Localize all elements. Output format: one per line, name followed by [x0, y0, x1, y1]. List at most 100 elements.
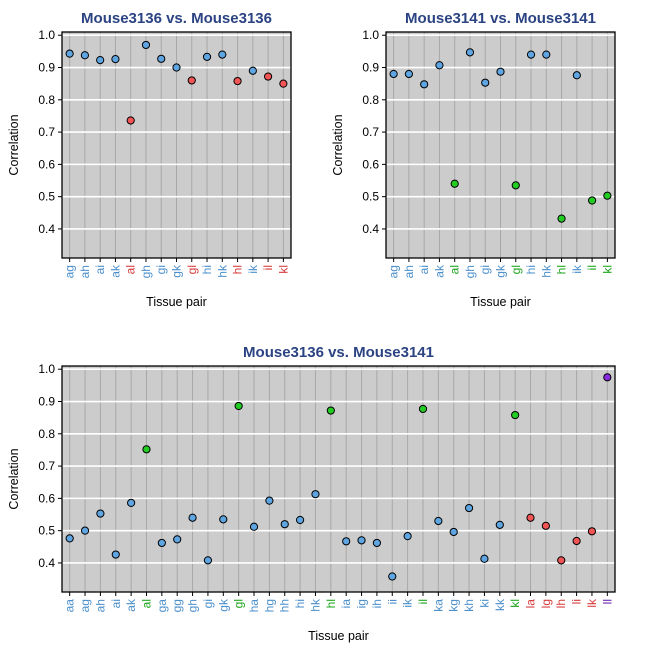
- y-tick-label: 0.5: [38, 524, 55, 538]
- data-point: [295, 515, 305, 525]
- data-point: [80, 51, 90, 60]
- data-point: [65, 534, 74, 543]
- x-tick-label: hk: [308, 598, 322, 612]
- data-point: [357, 536, 366, 545]
- data-point: [480, 554, 489, 563]
- data-point: [496, 67, 505, 76]
- x-tick-label: gk: [494, 264, 508, 278]
- data-point: [526, 50, 536, 59]
- x-tick-label: gi: [201, 599, 215, 608]
- data-point: [234, 401, 243, 411]
- x-tick-label: gi: [154, 265, 168, 274]
- x-tick-label: gk: [170, 264, 184, 278]
- x-tick-label: gh: [139, 265, 153, 278]
- chart-panel-3: Mouse3136 vs. Mouse3141 Correlation Tiss…: [7, 344, 616, 643]
- chart-panel-1: Mouse3136 vs. Mouse3136 Correlation Tiss…: [7, 10, 292, 309]
- x-tick-label: ai: [109, 599, 123, 608]
- x-tick-label: il: [416, 599, 430, 604]
- x-tick-label: hk: [215, 264, 229, 278]
- x-tick-label: gg: [170, 599, 184, 612]
- data-point: [603, 191, 612, 200]
- y-tick-label: 0.6: [38, 157, 55, 171]
- x-tick-label: ag: [63, 265, 77, 278]
- y-tick-label: 0.9: [362, 61, 379, 75]
- x-tick-label: ak: [108, 264, 122, 278]
- data-point: [434, 516, 443, 526]
- y-tick-label: 0.7: [362, 125, 379, 139]
- x-tick-label: al: [139, 599, 153, 608]
- data-point: [157, 54, 166, 63]
- x-tick-label: ah: [78, 265, 92, 278]
- x-tick-label: la: [524, 599, 538, 609]
- data-point: [588, 196, 597, 205]
- data-point: [202, 52, 212, 61]
- data-point: [157, 538, 166, 548]
- data-point: [233, 76, 242, 86]
- data-point: [388, 572, 397, 581]
- x-tick-label: hi: [524, 265, 538, 274]
- x-tick-label: ga: [155, 599, 169, 613]
- data-point: [572, 71, 581, 80]
- x-tick-label: ih: [370, 599, 384, 608]
- x-tick-label: hl: [231, 265, 245, 274]
- data-point: [173, 535, 182, 544]
- x-tick-label: ii: [385, 599, 399, 604]
- x-tick-label: ak: [124, 598, 138, 612]
- data-point: [541, 521, 550, 530]
- data-point: [526, 513, 535, 522]
- data-point: [127, 498, 136, 507]
- data-point: [464, 503, 474, 513]
- data-point: [248, 66, 257, 75]
- data-point: [495, 520, 504, 529]
- chart-panel-2: Mouse3141 vs. Mouse3141 Correlation Tiss…: [331, 10, 616, 309]
- x-tick-label: hh: [278, 599, 292, 612]
- x-tick-label: aa: [63, 599, 77, 613]
- x-tick-label: gl: [232, 599, 246, 608]
- x-tick-label: ki: [477, 599, 491, 608]
- data-point: [142, 445, 151, 454]
- y-tick-label: 0.8: [38, 93, 55, 107]
- x-tick-label: ag: [387, 265, 401, 278]
- data-point: [326, 406, 335, 415]
- data-point: [141, 40, 151, 50]
- x-tick-label: ai: [417, 265, 431, 274]
- x-tick-label: hg: [262, 599, 276, 612]
- x-tick-label: hl: [555, 265, 569, 274]
- x-tick-label: il: [585, 265, 599, 270]
- data-point: [587, 527, 597, 536]
- x-axis-label-1: Tissue pair: [146, 295, 207, 309]
- x-tick-label: ik: [401, 598, 415, 608]
- chart-title-2: Mouse3141 vs. Mouse3141: [405, 10, 596, 27]
- x-tick-label: ah: [402, 265, 416, 278]
- y-tick-label: 0.9: [38, 61, 55, 75]
- data-point: [203, 556, 213, 565]
- x-tick-label: ah: [93, 599, 107, 612]
- x-tick-label: gh: [186, 599, 200, 612]
- x-tick-label: gi: [478, 265, 492, 274]
- y-tick-label: 1.0: [362, 28, 379, 42]
- x-tick-label: ig: [355, 599, 369, 608]
- plot-area-3: [62, 366, 615, 592]
- y-tick-label: 0.5: [362, 190, 379, 204]
- x-tick-label: kk: [493, 598, 507, 611]
- data-point: [389, 69, 398, 79]
- x-tick-label: lh: [554, 599, 568, 608]
- data-point: [218, 50, 227, 59]
- data-point: [187, 76, 196, 85]
- data-point: [311, 490, 320, 499]
- x-tick-label: hi: [293, 599, 307, 608]
- data-point: [126, 116, 135, 125]
- data-point: [603, 373, 612, 382]
- x-tick-label: al: [124, 265, 138, 274]
- x-tick-label: kl: [600, 265, 614, 274]
- x-tick-label: kh: [462, 599, 476, 612]
- data-point: [279, 79, 288, 88]
- x-tick-label: gk: [216, 598, 230, 612]
- data-point: [342, 537, 351, 546]
- x-axis-label-3: Tissue pair: [308, 629, 369, 643]
- data-point: [542, 50, 551, 59]
- data-point: [172, 63, 181, 72]
- data-point: [111, 55, 120, 64]
- y-tick-label: 1.0: [38, 362, 55, 376]
